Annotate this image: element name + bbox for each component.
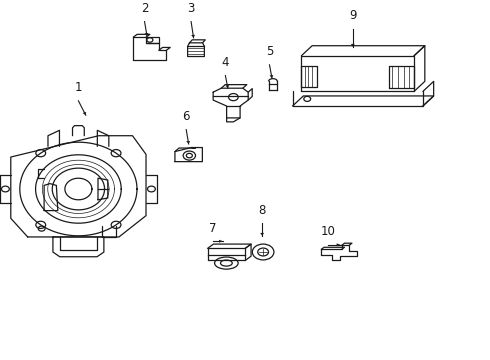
Polygon shape <box>351 44 355 47</box>
Text: 10: 10 <box>321 225 336 238</box>
Polygon shape <box>145 33 148 36</box>
Polygon shape <box>82 112 86 115</box>
Text: 4: 4 <box>221 56 229 69</box>
Text: 3: 3 <box>187 2 195 15</box>
Polygon shape <box>225 85 229 88</box>
Polygon shape <box>186 141 190 144</box>
Text: 2: 2 <box>141 2 148 15</box>
Polygon shape <box>219 240 223 243</box>
Polygon shape <box>337 243 341 246</box>
Text: 5: 5 <box>266 45 273 58</box>
Text: 6: 6 <box>182 110 190 123</box>
Polygon shape <box>191 35 195 38</box>
Polygon shape <box>260 233 264 236</box>
Text: 9: 9 <box>349 9 357 22</box>
Polygon shape <box>270 75 273 78</box>
Text: 1: 1 <box>74 81 82 94</box>
Text: 7: 7 <box>209 222 217 235</box>
Text: 8: 8 <box>258 204 266 217</box>
